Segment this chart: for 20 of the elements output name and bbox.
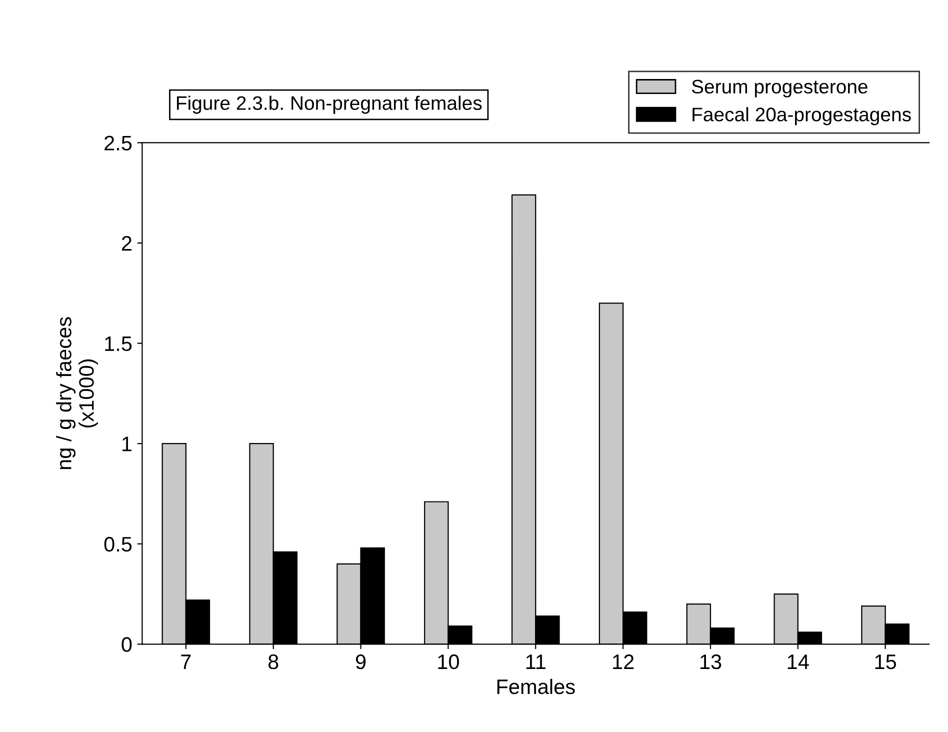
legend-label: Faecal 20a-progestagens <box>692 107 911 126</box>
x-tick-label: 12 <box>613 654 634 669</box>
y-tick-label: 0 <box>122 637 132 652</box>
x-axis-title: Females <box>497 678 575 694</box>
x-tick-label: 13 <box>700 654 722 670</box>
y-tick-label: 1.5 <box>105 336 132 352</box>
x-tick-label: 11 <box>526 654 546 669</box>
x-tick-label: 10 <box>438 654 459 670</box>
chart-title: Figure 2.3.b. Non-pregnant females <box>176 96 482 114</box>
y-tick-label: 2 <box>122 236 132 251</box>
y-tick-label: 2.5 <box>104 136 132 150</box>
x-tick-label: 14 <box>788 654 809 669</box>
y-tick-label: 1 <box>122 436 132 452</box>
y-tick-label: 0.5 <box>104 536 132 552</box>
y-axis-title: ng / g dry faeces (x1000) <box>56 317 98 470</box>
x-tick-label: 9 <box>356 654 366 670</box>
legend-label: Serum progesterone <box>692 80 868 98</box>
x-tick-label: 8 <box>268 654 278 670</box>
x-tick-label: 15 <box>875 654 896 670</box>
x-tick-label: 7 <box>181 654 191 669</box>
